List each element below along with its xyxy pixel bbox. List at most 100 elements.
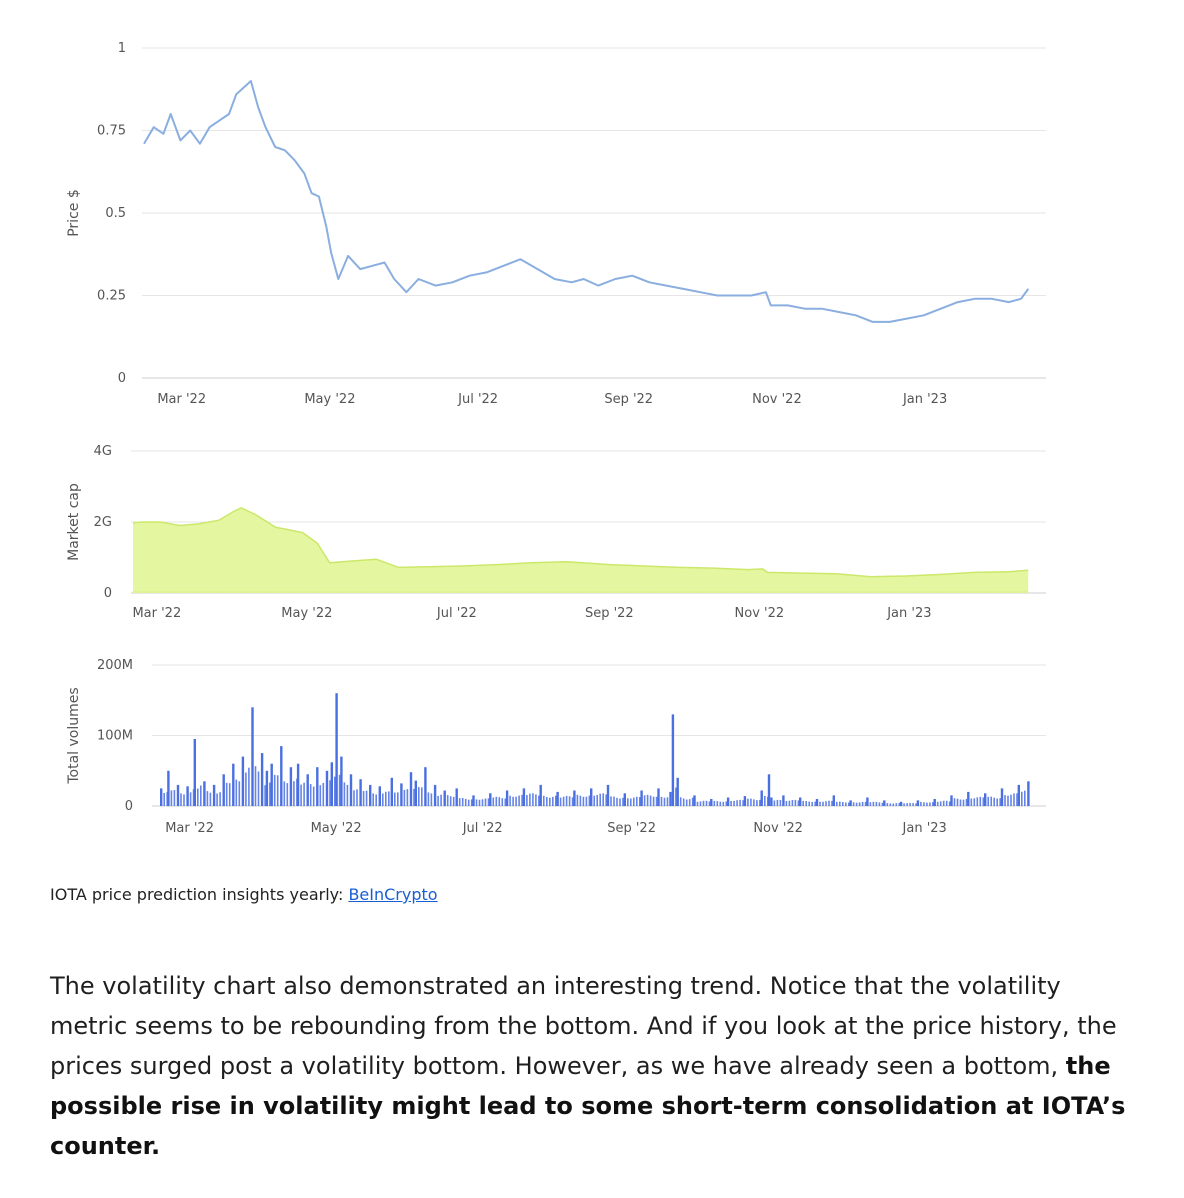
- paragraph-bold-text: the possible rise in volatility might le…: [50, 1052, 1126, 1160]
- volume-bar-fill: [362, 791, 365, 806]
- volume-bar-fill: [652, 796, 655, 806]
- volume-bar: [306, 774, 309, 806]
- volume-bar-fill: [822, 801, 824, 806]
- x-tick-label: May '22: [304, 392, 355, 407]
- volume-bar-fill: [788, 800, 791, 806]
- volume-bar-fill: [926, 802, 928, 806]
- caption-text: IOTA price prediction insights yearly:: [50, 885, 344, 904]
- volume-bar-fill: [180, 793, 182, 806]
- volume-bar-fill: [808, 801, 810, 806]
- volume-bar-fill: [283, 781, 286, 806]
- y-tick-label: 100M: [97, 729, 133, 744]
- volume-bar-fill: [858, 802, 861, 806]
- volume-bar-fill: [970, 798, 973, 806]
- volume-bar: [556, 791, 559, 806]
- volume-bar-fill: [197, 788, 199, 806]
- volume-bar-fill: [529, 793, 531, 806]
- x-tick-label: Sep '22: [607, 821, 656, 836]
- volume-bar-fill: [605, 794, 607, 806]
- volume-bar-fill: [655, 796, 658, 806]
- volume-bar-fill: [845, 802, 847, 806]
- volume-bar-fill: [353, 790, 355, 806]
- volume-bar: [815, 799, 819, 806]
- x-tick-label: Jul '22: [462, 821, 503, 836]
- volume-bar-fill: [976, 797, 979, 806]
- volume-bar-fill: [467, 799, 470, 806]
- volume-bar-fill: [982, 797, 985, 806]
- volume-bar-fill: [643, 795, 646, 806]
- volume-bar-fill: [343, 782, 346, 806]
- volume-bar-fill: [875, 801, 878, 806]
- volume-bar-fill: [593, 795, 595, 806]
- volume-bar: [590, 788, 593, 806]
- volume-bar-fill: [636, 796, 638, 806]
- volume-bar-fill: [264, 785, 266, 806]
- volume-bar-fill: [805, 801, 807, 806]
- volume-bar-fill: [649, 795, 652, 806]
- volume-bar-fill: [515, 796, 517, 806]
- y-tick-label: 0.25: [97, 289, 126, 304]
- volume-bar-fill: [1004, 795, 1006, 806]
- volume-bar-fill: [619, 798, 621, 806]
- volume-bar: [186, 786, 189, 806]
- y-axis-title: Price $: [66, 189, 82, 237]
- volume-bar-fill: [509, 795, 511, 806]
- volume-bar-fill: [990, 796, 992, 806]
- volume-bar-fill: [300, 784, 302, 806]
- volume-bar: [899, 801, 903, 806]
- volume-bar: [743, 796, 747, 806]
- market-cap-area: [133, 507, 1029, 593]
- volume-bar-fill: [526, 795, 528, 806]
- volume-bar-fill: [842, 802, 844, 806]
- y-tick-label: 2G: [94, 515, 112, 530]
- volume-bar-fill: [722, 801, 725, 806]
- volume-bar-fill: [552, 796, 554, 806]
- volume-bar: [260, 753, 264, 806]
- volume-bar-fill: [872, 801, 875, 806]
- volume-bar-fill: [688, 799, 691, 806]
- volume-bar: [390, 777, 393, 806]
- x-tick-label: Nov '22: [752, 392, 802, 407]
- volume-bar-fill: [779, 800, 782, 806]
- charts-svg: 0 0.25 0.5 0.75 1 Mar '22 May '22 Jul '22 Sep '2…: [66, 41, 1046, 836]
- volume-bar-fill: [206, 791, 209, 806]
- volume-bar-fill: [733, 800, 735, 806]
- volume-bar-fill: [452, 796, 455, 806]
- volume-bar-fill: [831, 800, 833, 806]
- volume-bar: [241, 756, 245, 806]
- volume-bar: [335, 693, 338, 806]
- volume-bar: [325, 770, 329, 807]
- volume-bar-fill: [596, 795, 598, 806]
- volume-bar-fill: [956, 798, 959, 806]
- volume-bar: [984, 793, 987, 806]
- volume-bar-fill: [418, 787, 420, 806]
- volume-bar-fill: [464, 798, 467, 806]
- volume-bar-fill: [825, 801, 827, 806]
- volume-bar: [676, 777, 679, 806]
- volume-bar-fill: [797, 800, 800, 806]
- volume-bar-fill: [646, 794, 649, 806]
- volume-bar: [280, 746, 283, 806]
- volume-bar-fill: [406, 789, 409, 806]
- volume-bar-fill: [903, 803, 905, 806]
- volume-bar-fill: [889, 803, 892, 806]
- volume-bar: [832, 795, 835, 806]
- volume-bar-fill: [839, 801, 841, 806]
- y-tick-label: 200M: [97, 658, 133, 673]
- volume-bar-fill: [742, 800, 744, 806]
- volume-bar-fill: [633, 797, 635, 806]
- volume-bar-fill: [183, 794, 185, 806]
- volume-bar-fill: [501, 798, 504, 806]
- source-link[interactable]: BeInCrypto: [348, 885, 438, 904]
- volume-bar-fill: [739, 799, 741, 806]
- volume-bar-fill: [819, 801, 821, 806]
- volume-bar-fill: [559, 797, 562, 806]
- volume-bar-fill: [811, 801, 813, 806]
- volume-bar-fill: [730, 801, 732, 806]
- volume-bar-fill: [898, 802, 901, 806]
- volume-bar-fill: [699, 801, 702, 806]
- volume-bar-fill: [627, 798, 629, 806]
- volume-bar-fill: [372, 793, 374, 806]
- volume-bar-fill: [437, 795, 439, 806]
- volume-bar-fill: [663, 797, 666, 806]
